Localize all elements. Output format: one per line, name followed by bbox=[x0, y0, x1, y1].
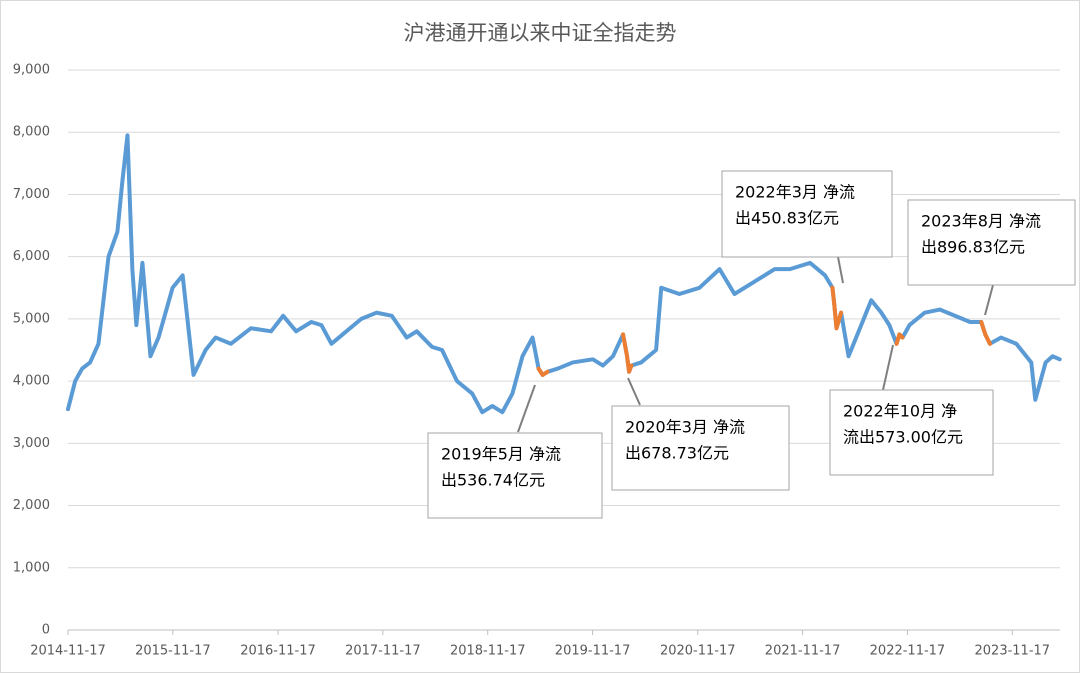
x-tick-label: 2022-11-17 bbox=[870, 644, 946, 659]
y-tick-label: 0 bbox=[42, 623, 50, 638]
y-tick-label: 7,000 bbox=[13, 187, 50, 202]
x-tick-label: 2023-11-17 bbox=[975, 644, 1051, 659]
annotation-text: 2019年5月 净流 bbox=[441, 445, 561, 464]
annotation-box bbox=[907, 199, 1076, 286]
y-tick-label: 2,000 bbox=[13, 498, 50, 513]
annotation-leader bbox=[882, 344, 894, 391]
annotation-leader bbox=[837, 256, 844, 284]
y-tick-label: 9,000 bbox=[13, 63, 50, 78]
annotation-text: 2022年3月 净流 bbox=[735, 183, 855, 202]
annotation-text: 出678.73亿元 bbox=[625, 444, 729, 463]
y-tick-label: 8,000 bbox=[13, 125, 50, 140]
annotation-text: 流出573.00亿元 bbox=[843, 428, 963, 447]
x-tick-label: 2018-11-17 bbox=[450, 644, 526, 659]
annotation-text: 2023年8月 净流 bbox=[921, 212, 1041, 231]
y-tick-label: 6,000 bbox=[13, 249, 50, 264]
chart-title: 沪港通开通以来中证全指走势 bbox=[404, 21, 677, 45]
annotation-leader bbox=[984, 284, 994, 316]
annotation-text: 出536.74亿元 bbox=[441, 471, 545, 490]
annotation-box bbox=[611, 405, 790, 491]
annotation-text: 2022年10月 净 bbox=[843, 402, 957, 421]
annotation-box bbox=[829, 389, 994, 476]
x-tick-label: 2014-11-17 bbox=[30, 644, 106, 659]
x-tick-label: 2016-11-17 bbox=[240, 644, 316, 659]
x-tick-label: 2019-11-17 bbox=[555, 644, 631, 659]
series-line bbox=[536, 285, 992, 377]
annotation-text: 出896.83亿元 bbox=[921, 238, 1025, 257]
annotation-box bbox=[427, 432, 603, 519]
annotation-text: 2020年3月 净流 bbox=[625, 418, 745, 437]
x-tick-label: 2015-11-17 bbox=[135, 644, 211, 659]
y-tick-label: 4,000 bbox=[13, 374, 50, 389]
y-tick-label: 1,000 bbox=[13, 560, 50, 575]
x-tick-label: 2017-11-17 bbox=[345, 644, 421, 659]
y-tick-label: 3,000 bbox=[13, 436, 50, 451]
x-tick-label: 2020-11-17 bbox=[660, 644, 736, 659]
y-tick-label: 5,000 bbox=[13, 311, 50, 326]
annotation-leader bbox=[627, 377, 641, 406]
annotation-text: 出450.83亿元 bbox=[735, 209, 839, 228]
annotation-box bbox=[721, 170, 893, 258]
annotation-leader bbox=[517, 384, 536, 433]
x-tick-label: 2021-11-17 bbox=[765, 644, 841, 659]
